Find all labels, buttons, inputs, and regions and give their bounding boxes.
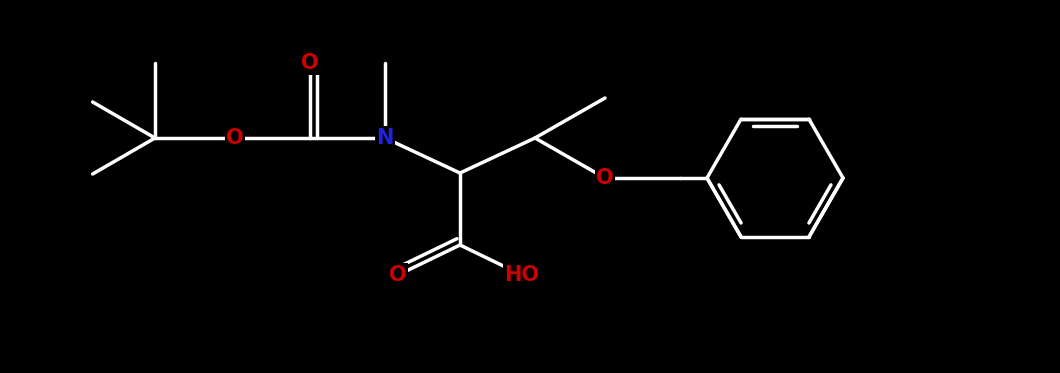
Text: HO: HO (505, 265, 540, 285)
Text: O: O (226, 128, 244, 148)
Text: O: O (301, 53, 319, 73)
Text: O: O (596, 168, 614, 188)
Text: O: O (389, 265, 407, 285)
Text: N: N (376, 128, 393, 148)
